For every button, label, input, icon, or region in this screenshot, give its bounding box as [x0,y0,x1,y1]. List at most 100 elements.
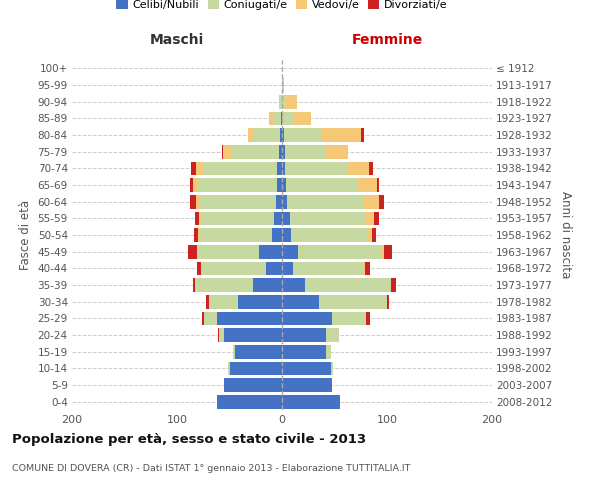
Bar [194,228,198,242]
Bar [374,212,379,225]
Bar [217,395,282,408]
Bar [292,228,367,242]
Bar [196,162,203,175]
Bar [282,245,298,258]
Bar [272,112,281,125]
Bar [326,345,331,358]
Bar [384,245,392,258]
Bar [233,345,235,358]
Text: Popolazione per età, sesso e stato civile - 2013: Popolazione per età, sesso e stato civil… [12,432,366,446]
Bar [325,145,348,158]
Bar [248,128,254,142]
Bar [293,112,311,125]
Bar [190,178,193,192]
Bar [280,95,282,108]
Bar [193,278,195,292]
Bar [259,245,282,258]
Bar [282,395,340,408]
Bar [377,178,379,192]
Bar [391,278,397,292]
Bar [201,262,266,275]
Bar [200,228,271,242]
Bar [361,128,364,142]
Bar [193,178,198,192]
Bar [366,312,370,325]
Bar [282,195,287,208]
Bar [282,145,285,158]
Bar [348,162,369,175]
Bar [197,262,201,275]
Bar [282,345,326,358]
Bar [366,212,374,225]
Bar [332,312,366,325]
Bar [224,378,282,392]
Bar [195,278,253,292]
Bar [282,212,290,225]
Bar [198,245,259,258]
Bar [217,312,282,325]
Bar [191,162,196,175]
Y-axis label: Anni di nascita: Anni di nascita [559,192,572,278]
Bar [282,378,332,392]
Bar [286,178,358,192]
Bar [282,228,292,242]
Bar [271,228,282,242]
Bar [319,295,387,308]
Bar [282,95,286,108]
Bar [202,212,274,225]
Bar [358,178,377,192]
Bar [364,262,365,275]
Bar [224,328,282,342]
Bar [382,245,384,258]
Bar [282,162,285,175]
Bar [282,328,326,342]
Bar [203,162,277,175]
Bar [298,245,382,258]
Text: COMUNE DI DOVERA (CR) - Dati ISTAT 1° gennaio 2013 - Elaborazione TUTTITALIA.IT: COMUNE DI DOVERA (CR) - Dati ISTAT 1° ge… [12,464,410,473]
Bar [209,295,238,308]
Bar [198,178,277,192]
Bar [369,162,373,175]
Bar [287,195,364,208]
Bar [253,278,282,292]
Text: Femmine: Femmine [352,32,422,46]
Bar [284,128,321,142]
Bar [269,112,272,125]
Bar [372,228,377,242]
Bar [321,128,361,142]
Bar [387,295,389,308]
Bar [326,328,339,342]
Bar [195,212,199,225]
Bar [279,145,282,158]
Bar [274,212,282,225]
Bar [229,362,282,375]
Bar [282,312,332,325]
Bar [235,345,282,358]
Bar [305,278,391,292]
Bar [367,228,372,242]
Bar [282,128,284,142]
Bar [277,162,282,175]
Bar [282,278,305,292]
Bar [290,212,366,225]
Bar [293,262,364,275]
Bar [198,228,200,242]
Y-axis label: Fasce di età: Fasce di età [19,200,32,270]
Bar [281,112,282,125]
Bar [276,195,282,208]
Bar [279,95,280,108]
Bar [238,295,282,308]
Bar [206,295,209,308]
Bar [188,245,197,258]
Bar [199,195,276,208]
Legend: Celibi/Nubili, Coniugati/e, Vedovi/e, Divorziati/e: Celibi/Nubili, Coniugati/e, Vedovi/e, Di… [112,0,452,15]
Bar [266,262,282,275]
Bar [282,112,293,125]
Bar [283,78,284,92]
Text: Maschi: Maschi [150,32,204,46]
Bar [219,328,224,342]
Bar [196,195,199,208]
Bar [364,195,379,208]
Bar [282,178,286,192]
Bar [282,362,331,375]
